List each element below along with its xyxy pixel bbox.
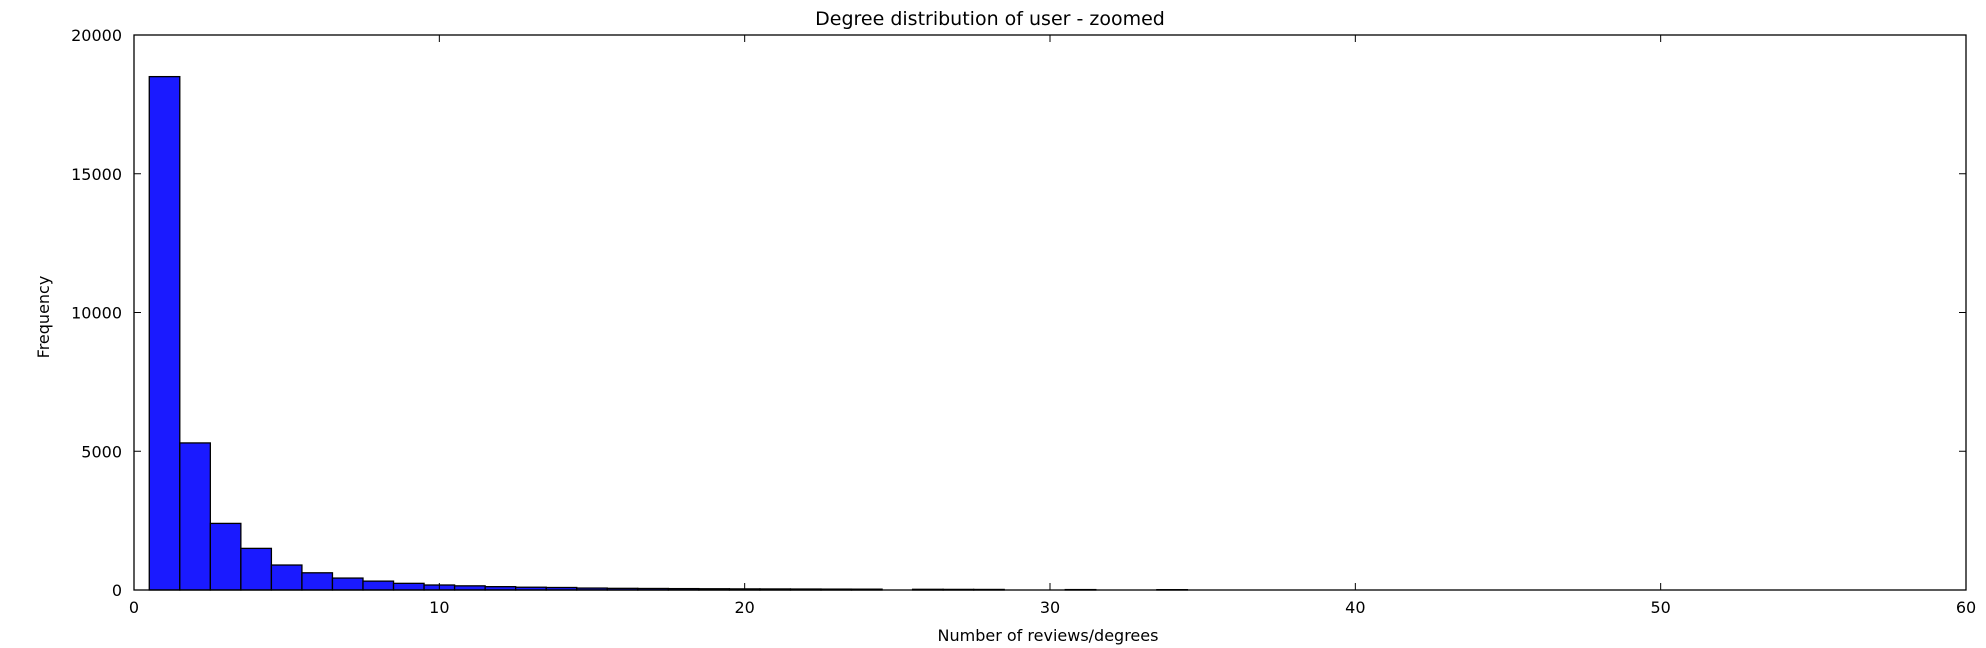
histogram-bar [392, 582, 425, 591]
x-tick-label: 0 [129, 598, 139, 617]
x-tick-label: 50 [1650, 598, 1670, 617]
histogram-bar [240, 547, 273, 591]
y-tick-label: 15000 [71, 165, 122, 184]
y-tick-label: 5000 [81, 442, 122, 461]
y-tick-label: 20000 [71, 26, 122, 45]
histogram-bar [301, 572, 334, 591]
histogram-bar [148, 75, 181, 591]
histogram-bar [331, 577, 364, 591]
x-tick-label: 30 [1040, 598, 1060, 617]
x-tick-label: 10 [429, 598, 449, 617]
x-tick-label: 20 [734, 598, 754, 617]
chart-title: Degree distribution of user - zoomed [815, 8, 1165, 30]
plot-frame [133, 34, 1967, 591]
x-tick-label: 40 [1345, 598, 1365, 617]
x-axis-label: Number of reviews/degrees [938, 626, 1159, 645]
histogram-bar [270, 564, 303, 591]
ticks-group: 0 10 20 30 40 50 60 0 5000 10000 15000 20000 [71, 26, 1976, 617]
histogram-bar [179, 442, 211, 591]
y-axis-label: Frequency [34, 276, 53, 359]
bars-group [148, 75, 1189, 591]
y-tick-label: 10000 [71, 304, 122, 323]
x-tick-label: 60 [1956, 598, 1976, 617]
y-tick-label: 0 [112, 581, 122, 600]
histogram-bar [209, 522, 242, 591]
histogram-bar [362, 580, 395, 591]
